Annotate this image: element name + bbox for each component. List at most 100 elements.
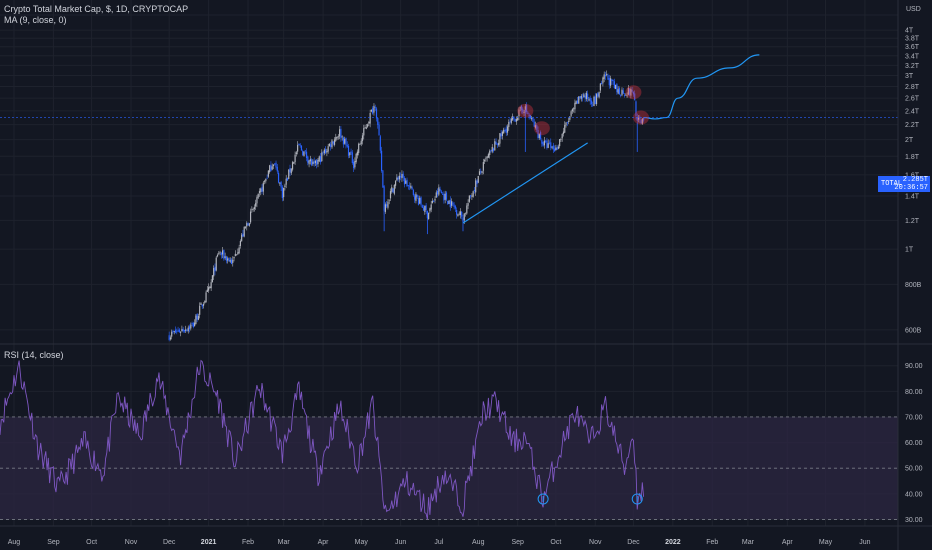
candle-body — [588, 99, 590, 101]
time-tick-label: Jun — [395, 539, 406, 546]
candle-body — [573, 108, 575, 110]
candle-body — [350, 151, 352, 153]
candle-body — [508, 121, 510, 128]
candle-body — [484, 160, 486, 162]
candle-body — [374, 107, 376, 108]
candle-body — [389, 191, 392, 199]
candle-body — [445, 192, 448, 200]
candle-body — [235, 254, 238, 256]
candle-body — [454, 206, 456, 209]
candle-body — [228, 257, 230, 261]
candle-body — [354, 161, 356, 168]
time-tick-label: Aug — [472, 539, 485, 546]
candle-body — [277, 172, 280, 183]
candle-body — [326, 150, 328, 153]
candle-body — [337, 136, 339, 138]
candle-body — [473, 189, 476, 192]
candle-body — [171, 331, 173, 337]
candle-body — [355, 153, 357, 162]
candle-body — [305, 151, 308, 159]
candle-body — [368, 122, 370, 124]
candle-body — [561, 133, 563, 139]
candle-body — [422, 207, 425, 211]
candle-body — [555, 147, 557, 151]
candle-body — [436, 190, 439, 195]
candle-body — [546, 140, 548, 149]
candle-body — [424, 205, 426, 212]
highlighted-candle — [625, 85, 642, 100]
candle-body — [631, 90, 633, 92]
candle-body — [452, 202, 454, 205]
candle-body — [528, 114, 530, 117]
ma-indicator-legend[interactable]: MA (9, close, 0) — [4, 15, 67, 25]
candle-body — [205, 292, 207, 303]
candle-body — [332, 141, 334, 144]
candle-body — [336, 136, 338, 139]
candle-body — [327, 146, 329, 152]
candle-body — [607, 75, 609, 80]
candle-body — [578, 96, 580, 104]
candle-body — [609, 78, 612, 86]
candles — [168, 70, 645, 342]
candle-body — [372, 108, 374, 114]
candle-body — [571, 109, 573, 112]
candle-body — [339, 129, 341, 137]
candle-body — [617, 89, 619, 94]
candle-body — [480, 171, 482, 173]
candle-body — [201, 304, 203, 307]
candle-body — [227, 258, 229, 261]
candle-body — [229, 260, 231, 262]
candle-body — [523, 112, 525, 114]
candle-body — [295, 152, 297, 155]
candle-body — [211, 275, 214, 283]
candle-body — [439, 188, 441, 192]
rsi-indicator-legend[interactable]: RSI (14, close) — [4, 350, 64, 360]
price-tick-label: 3.6T — [905, 44, 920, 51]
candle-body — [429, 208, 431, 212]
candle-body — [251, 209, 253, 211]
time-tick-label: 2021 — [201, 539, 217, 546]
candle-body — [575, 101, 577, 104]
candle-body — [419, 197, 421, 204]
candle-body — [440, 191, 442, 193]
price-axis[interactable]: USD 4T3.8T3.6T 3.4T 3.2T 3T 2.8T 2.6T 2.4T 2.2T 2… — [905, 6, 922, 334]
candle-body — [285, 178, 287, 185]
candle-body — [186, 329, 188, 331]
candle-body — [340, 128, 342, 139]
candle-body — [400, 176, 402, 178]
candle-body — [309, 159, 311, 162]
candle-body — [192, 323, 194, 328]
time-tick-label: Feb — [706, 539, 718, 546]
candle-body — [627, 87, 629, 95]
chart-title[interactable]: Crypto Total Market Cap, $, 1D, CRYPTOCA… — [4, 4, 189, 14]
candle-body — [471, 195, 473, 197]
candle-body — [463, 213, 465, 221]
candle-body — [490, 150, 492, 151]
candle-body — [365, 127, 367, 129]
candle-body — [303, 151, 305, 157]
time-axis[interactable]: Aug Sep Oct Nov Dec 2021 Feb Mar Apr May Jun Jul Aug… — [8, 539, 871, 546]
candle-body — [308, 160, 310, 165]
candle-body — [408, 185, 411, 187]
candle-body — [234, 253, 236, 257]
candle-body — [539, 132, 542, 139]
candle-body — [230, 259, 233, 264]
candle-body — [522, 108, 524, 113]
candle-body — [593, 96, 595, 107]
time-tick-label: Dec — [627, 539, 640, 546]
candle-body — [541, 140, 543, 144]
candle-body — [321, 152, 323, 162]
candle-body — [590, 100, 593, 105]
drawings[interactable] — [0, 54, 898, 224]
rsi-axis[interactable]: 90.00 80.00 70.00 60.00 50.00 40.00 30.00 — [905, 363, 923, 524]
candle-body — [564, 124, 566, 133]
price-tick-label: 2.4T — [905, 108, 920, 115]
candle-body — [470, 195, 472, 197]
candle-body — [314, 160, 317, 164]
candle-body — [562, 131, 565, 134]
time-tick-label: Sep — [47, 539, 60, 546]
candle-body — [435, 192, 437, 198]
candle-body — [358, 143, 360, 153]
rsi-line — [0, 359, 645, 520]
